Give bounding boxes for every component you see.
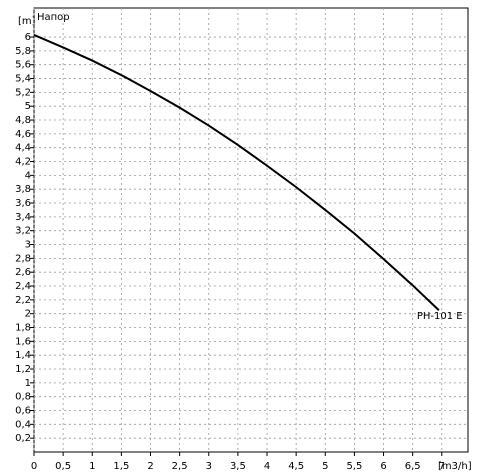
- x-axis-label: [m3/h]: [438, 461, 472, 472]
- y-tick-label: 6: [25, 32, 31, 43]
- y-tick-label: 4: [25, 170, 31, 181]
- x-tick-label: 1,5: [113, 461, 129, 472]
- y-axis-label: [m]: [18, 16, 36, 27]
- x-tick-label: 4,5: [288, 461, 304, 472]
- y-tick-label: 4,6: [15, 129, 31, 140]
- x-tick-label: 5,5: [346, 461, 362, 472]
- y-tick-label: 3,4: [15, 212, 31, 223]
- x-tick-label: 3,5: [230, 461, 246, 472]
- y-tick-label: 4,4: [15, 143, 31, 154]
- curve: [33, 34, 440, 311]
- series-label: PH-101 E: [417, 311, 463, 322]
- y-tick-label: 5,2: [15, 87, 31, 98]
- x-tick-label: 3: [206, 461, 212, 472]
- x-tick-label: 7: [439, 461, 445, 472]
- y-tick-label: 5,6: [15, 60, 31, 71]
- x-tick-label: 0: [31, 461, 37, 472]
- y-tick-label: 0,8: [15, 392, 31, 403]
- y-tick-label: 1: [25, 378, 31, 389]
- y-tick-label: 3,6: [15, 198, 31, 209]
- x-tick-label: 2: [147, 461, 153, 472]
- y-tick-label: 5,8: [15, 46, 31, 57]
- y-tick-label: 0,2: [15, 433, 31, 444]
- y-tick-label: 2: [25, 309, 31, 320]
- y-tick-label: 2,2: [15, 295, 31, 306]
- y-tick-label: 5: [25, 101, 31, 112]
- y-tick-label: 3,8: [15, 184, 31, 195]
- y-tick-label: 1,4: [15, 350, 31, 361]
- y-tick-label: 2,6: [15, 267, 31, 278]
- y-tick-label: 1,2: [15, 364, 31, 375]
- y-tick-label: 1,8: [15, 323, 31, 334]
- y-tick-label: 3: [25, 240, 31, 251]
- x-tick-label: 4: [264, 461, 270, 472]
- y-tick-label: 2,4: [15, 281, 31, 292]
- x-tick-label: 6,5: [405, 461, 421, 472]
- y-tick-label: 3,2: [15, 226, 31, 237]
- y-tick-label: 2,8: [15, 253, 31, 264]
- x-tick-label: 1: [89, 461, 95, 472]
- x-tick-label: 0,5: [55, 461, 71, 472]
- y-tick-label: 1,6: [15, 336, 31, 347]
- y-tick-label: 5,4: [15, 74, 31, 85]
- chart-title: Напор: [37, 12, 70, 23]
- x-tick-label: 6: [380, 461, 386, 472]
- x-tick-label: 2,5: [172, 461, 188, 472]
- y-tick-label: 4,2: [15, 157, 31, 168]
- y-tick-label: 0,6: [15, 406, 31, 417]
- y-tick-label: 0,4: [15, 419, 31, 430]
- y-tick-label: 4,8: [15, 115, 31, 126]
- x-tick-label: 5: [322, 461, 328, 472]
